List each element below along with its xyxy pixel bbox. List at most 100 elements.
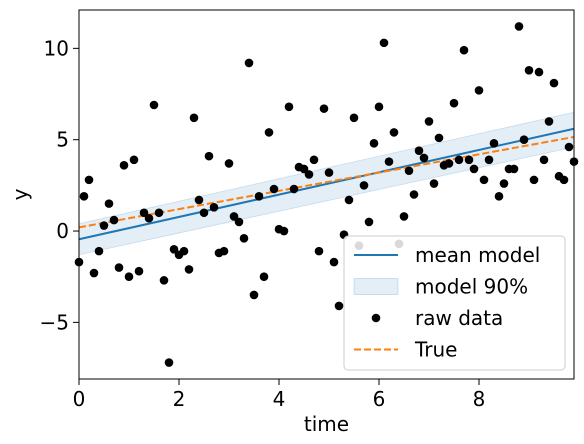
data-point	[184, 265, 194, 274]
legend-label: model 90%	[415, 275, 528, 299]
y-tick-label: 5	[56, 128, 69, 152]
data-point	[204, 151, 214, 161]
data-point	[384, 157, 394, 166]
legend: mean model model 90% raw data True	[343, 235, 566, 371]
data-point	[374, 102, 384, 112]
data-point	[399, 212, 409, 221]
data-point	[514, 22, 524, 31]
data-point	[269, 184, 279, 194]
data-point	[144, 213, 154, 223]
legend-model-90-swatch	[353, 278, 399, 295]
data-point	[414, 146, 424, 155]
data-point	[134, 266, 144, 276]
legend-box	[343, 235, 566, 371]
data-point	[259, 272, 269, 282]
data-point	[244, 58, 254, 68]
data-point	[489, 139, 499, 148]
data-point	[524, 65, 534, 75]
data-point	[379, 38, 389, 48]
data-point	[164, 358, 174, 367]
data-point	[234, 217, 244, 227]
data-point	[519, 135, 529, 144]
data-point	[469, 164, 479, 174]
data-point	[464, 155, 474, 165]
data-point	[84, 175, 94, 185]
data-point	[434, 133, 444, 143]
data-point	[124, 272, 134, 282]
x-tick-label: 4	[273, 387, 286, 411]
data-point	[209, 202, 219, 212]
data-point	[499, 179, 509, 188]
data-point	[494, 192, 504, 201]
data-point	[389, 128, 399, 137]
data-point	[89, 268, 99, 278]
data-point	[189, 113, 199, 123]
data-point	[239, 234, 249, 243]
data-point	[224, 159, 234, 168]
data-point	[444, 159, 454, 168]
data-point	[319, 104, 329, 113]
data-point	[284, 102, 294, 112]
mean-model-line	[78, 127, 575, 241]
plot-area	[74, 22, 579, 367]
data-point	[324, 168, 334, 177]
x-axis-label: time	[304, 412, 349, 436]
data-point	[119, 160, 129, 170]
y-tick-label: −5	[40, 310, 69, 334]
data-point	[454, 155, 464, 165]
data-points-layer	[74, 22, 579, 367]
data-point	[329, 257, 339, 267]
data-point	[539, 155, 549, 165]
legend-label: True	[414, 338, 457, 362]
data-point	[369, 139, 379, 148]
data-point	[129, 155, 139, 165]
legend-label: raw data	[415, 306, 503, 330]
data-point	[309, 155, 319, 165]
data-point	[109, 215, 119, 225]
data-point	[114, 263, 124, 272]
data-point	[264, 128, 274, 137]
data-point	[474, 86, 484, 95]
x-axis-ticks: 0 2 4 6 8	[73, 379, 486, 411]
data-point	[304, 170, 314, 179]
data-point	[544, 117, 554, 126]
data-point	[549, 78, 559, 88]
data-point	[449, 98, 459, 108]
data-point	[219, 246, 229, 256]
data-point	[249, 290, 259, 300]
data-point	[159, 276, 169, 285]
data-point	[104, 199, 114, 208]
y-tick-label: 0	[56, 219, 69, 243]
data-point	[334, 301, 344, 311]
data-point	[344, 195, 354, 205]
data-point	[254, 192, 264, 201]
data-point	[169, 245, 179, 254]
data-point	[459, 45, 469, 55]
y-axis-label: y	[8, 188, 32, 200]
data-point	[534, 67, 544, 77]
data-point	[349, 113, 359, 123]
y-tick-label: 10	[44, 36, 69, 60]
data-point	[314, 246, 324, 256]
data-point	[149, 100, 159, 110]
data-point	[404, 166, 414, 176]
legend-label: mean model	[415, 243, 540, 267]
data-point	[409, 190, 419, 199]
x-tick-label: 6	[373, 387, 386, 411]
legend-raw-data-swatch	[371, 313, 381, 323]
data-point	[419, 153, 429, 163]
data-point	[364, 217, 374, 227]
data-point	[299, 164, 309, 174]
data-point	[229, 212, 239, 221]
data-point	[359, 181, 369, 190]
data-point	[179, 246, 189, 256]
data-point	[194, 195, 204, 205]
x-tick-label: 2	[173, 387, 186, 411]
data-point	[154, 208, 164, 218]
x-tick-label: 8	[473, 387, 486, 411]
data-point	[279, 226, 289, 236]
data-point	[289, 184, 299, 194]
data-point	[484, 155, 494, 165]
data-point	[529, 175, 539, 185]
